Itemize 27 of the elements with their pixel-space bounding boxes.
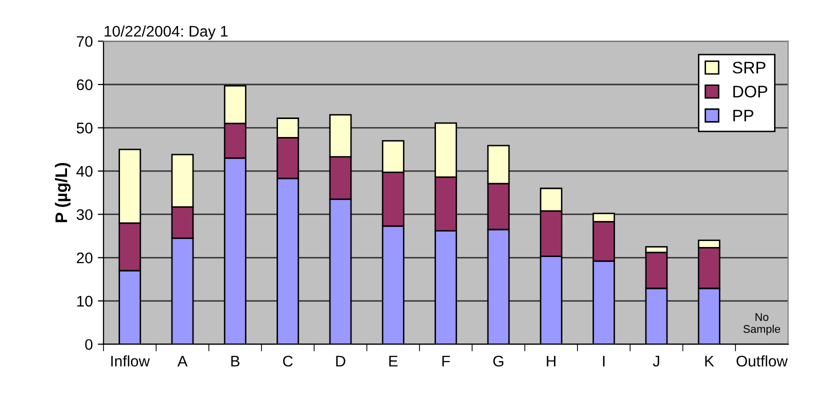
annotation: No Sample xyxy=(743,313,780,336)
y-tick-label: 60 xyxy=(76,79,92,90)
x-tick-label: H xyxy=(546,356,556,366)
y-tick-label: 20 xyxy=(76,252,92,264)
legend-label: SRP xyxy=(732,62,766,74)
x-tick-label: A xyxy=(177,356,188,366)
y-tick-label: 40 xyxy=(76,166,92,177)
x-tick-label: D xyxy=(336,356,346,366)
legend-label: PP xyxy=(733,110,754,122)
x-tick-label: Outflow xyxy=(736,355,788,367)
chart-title: 10/22/2004: Day 1 xyxy=(104,25,228,40)
legend-label: DOP xyxy=(733,86,768,98)
y-tick-label: 0 xyxy=(85,339,92,350)
y-tick-label: 30 xyxy=(76,209,92,220)
y-tick-label: 70 xyxy=(76,36,92,47)
x-tick-label: Inflow xyxy=(111,355,150,367)
x-tick-label: E xyxy=(389,356,398,366)
x-tick-label: F xyxy=(442,356,450,366)
x-tick-label: K xyxy=(705,356,714,366)
y-tick-label: 10 xyxy=(77,296,92,307)
y-axis-title: P (µg/L) xyxy=(54,162,71,222)
x-tick-label: J xyxy=(652,356,660,367)
x-tick-label: C xyxy=(283,356,293,367)
y-tick-label: 50 xyxy=(76,122,92,134)
x-tick-label: B xyxy=(231,356,240,366)
x-tick-label: G xyxy=(493,356,504,367)
x-tick-label: I xyxy=(603,356,605,366)
